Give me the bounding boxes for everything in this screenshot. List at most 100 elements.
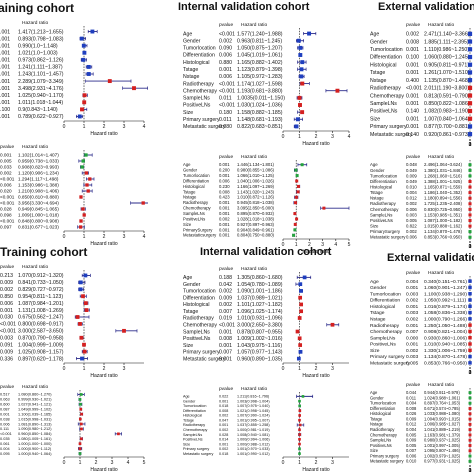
hazard-ratio-label: 1.025(0.908~1.157) bbox=[18, 349, 64, 355]
x-tick-label: 1 bbox=[295, 242, 298, 248]
variable-label: Tstage bbox=[183, 67, 198, 73]
hazard-ratio-point bbox=[298, 418, 301, 422]
hazard-ratio-label: 0.904(0.849~0.961) bbox=[237, 227, 275, 232]
hazard-ratio-point bbox=[468, 235, 472, 239]
variable-label: Differentiation bbox=[183, 178, 210, 183]
hazard-ratio-point bbox=[294, 201, 298, 205]
hazard-ratio-label: 1.153(0.986~1.388) bbox=[18, 183, 59, 188]
hazard-ratio-label: 3.956(3.330~4.694) bbox=[18, 201, 59, 206]
hazard-ratio-point bbox=[468, 361, 472, 365]
x-tick-label: 2 bbox=[315, 460, 318, 466]
variable-label: Tumorlocation bbox=[183, 404, 206, 408]
pvalue-label: 0.002 bbox=[406, 229, 417, 234]
pvalue-label: .001 bbox=[0, 65, 10, 71]
x-tick-label: 2 bbox=[315, 366, 318, 372]
hazard-ratio-label: 0.897(0.620~1.178) bbox=[18, 356, 64, 362]
pvalue-label: 0.008 bbox=[219, 409, 228, 413]
pvalue-label: 0.022 bbox=[219, 395, 228, 399]
x-tick-label: 4 bbox=[143, 124, 146, 130]
pvalue-label: 0.001 bbox=[406, 116, 419, 122]
hazard-ratio-label: 1.006(0.985~1.027) bbox=[424, 422, 461, 427]
pvalue-label: <0.001 bbox=[0, 219, 15, 224]
variable-label: Gender bbox=[183, 38, 201, 44]
hazard-ratio-point bbox=[79, 36, 84, 41]
variable-label: Nstage bbox=[370, 316, 386, 322]
hazard-ratio-point bbox=[83, 301, 88, 306]
hazard-ratio-label: 0.841(0.733~1.050) bbox=[18, 280, 64, 286]
pvalue-label: 0.026 bbox=[406, 411, 417, 416]
x-tick-label: 0 bbox=[63, 234, 66, 240]
hazard-ratio-label: 1.037(0.989~1.021) bbox=[237, 295, 283, 301]
hazard-ratio-point bbox=[468, 396, 472, 400]
pvalue-label: 0.001 bbox=[406, 101, 419, 107]
variable-label: PositiveLNs bbox=[370, 443, 392, 448]
pvalue-label: 0.006 bbox=[406, 207, 417, 212]
hazard-ratio-label: 2.471(1.140~3.366) bbox=[424, 32, 470, 38]
hazard-ratio-point bbox=[298, 423, 302, 427]
forest-plot-bottom-right: pvalue Hazard ratio Age 0.044 0.944(0.911~0.… bbox=[370, 382, 472, 474]
variable-label: PositiveLNs bbox=[183, 438, 203, 442]
variable-label: PositiveLNs bbox=[370, 109, 398, 115]
pvalue-label: 0.100 bbox=[406, 55, 419, 61]
hazard-ratio-label: 1.057(0.977~1.143) bbox=[237, 350, 283, 356]
hazard-ratio-point bbox=[107, 79, 112, 84]
pvalue-label: 0.009 bbox=[406, 173, 417, 178]
hazard-ratio-point bbox=[78, 442, 82, 446]
pvalue-label: 0.140 bbox=[406, 109, 419, 115]
x-tick-label: 1 bbox=[83, 366, 86, 372]
pvalue-label: 0.004 bbox=[406, 401, 417, 406]
hazard-ratio-point bbox=[467, 132, 473, 137]
x-tick-label: 1 bbox=[83, 124, 86, 130]
hazard-ratio-point bbox=[468, 310, 472, 315]
pvalue-label: 0.001 bbox=[219, 67, 232, 73]
hazard-ratio-point bbox=[80, 412, 83, 416]
hazard-ratio-point bbox=[294, 124, 299, 129]
pvalue-label: 0.188 bbox=[219, 275, 232, 281]
x-tick-label: 1 bbox=[298, 460, 301, 466]
hazard-ratio-label: 0.977(0.931~1.025) bbox=[424, 459, 461, 464]
pvalue-label: 0.003 bbox=[406, 310, 419, 316]
hazard-ratio-point bbox=[293, 212, 297, 216]
forest-plot-low-right: pvalue Hazard ratio Age 0.004 0.340(0.151~0.… bbox=[370, 270, 472, 376]
hazard-ratio-point bbox=[78, 287, 83, 292]
hazard-ratio-point bbox=[78, 322, 82, 326]
pvalue-label: 0.009 bbox=[219, 295, 232, 301]
pvalue-label: 0.002 bbox=[406, 348, 419, 354]
pvalue-label: 0.002 bbox=[219, 38, 232, 44]
variable-label: Age bbox=[183, 395, 190, 399]
variable-label: Age bbox=[370, 279, 379, 285]
variable-label: Metastatic surgery bbox=[183, 356, 226, 362]
hazard-ratio-label: 1.007(0.975~1.040) bbox=[237, 404, 270, 408]
hazard-ratio-point bbox=[82, 213, 86, 217]
pvalue-label: 0.600 bbox=[0, 403, 10, 407]
hazard-ratio-point bbox=[335, 88, 340, 93]
pvalue-label: 0.006 bbox=[0, 183, 12, 188]
pvalue-label: 0.006 bbox=[406, 235, 417, 240]
hazard-ratio-label: 0.804(0.750~0.880) bbox=[237, 233, 275, 238]
pvalue-label: 0.009 bbox=[0, 349, 13, 355]
pvalue-label: 0.011 bbox=[406, 395, 417, 400]
hazard-ratio-label: 1.180(0.894~1.556) bbox=[424, 196, 462, 201]
pvalue-label: 0.001 bbox=[219, 329, 232, 335]
hazard-ratio-point bbox=[299, 74, 304, 79]
hazard-ratio-point bbox=[468, 291, 472, 296]
hazard-ratio-label: 1.131(1.008~1.269) bbox=[18, 308, 64, 314]
x-axis-label: Hazard ratio bbox=[90, 373, 117, 379]
x-tick-label: 0 bbox=[282, 460, 285, 466]
pvalue-header: pvalue bbox=[406, 154, 420, 160]
variable-label: Histological bbox=[370, 304, 395, 310]
hazard-ratio-label: 0.960(0.890~1.035) bbox=[237, 356, 283, 362]
variable-label: Size bbox=[183, 222, 192, 227]
variable-label: Size bbox=[183, 442, 190, 446]
pvalue-label: 0.038 bbox=[0, 417, 10, 421]
hazard-ratio-header: Hazard ratio bbox=[241, 154, 267, 160]
x-tick-label: 3 bbox=[469, 244, 472, 250]
hazard-ratio-label: 1.016(0.879~1.174) bbox=[424, 304, 467, 310]
hazard-ratio-label: 1.134(0.870~1.478) bbox=[424, 229, 462, 234]
pvalue-header: pvalue bbox=[406, 270, 420, 276]
hazard-ratio-point bbox=[468, 329, 472, 334]
x-axis-label: Hazard ratio bbox=[302, 373, 329, 379]
hazard-ratio-point bbox=[468, 317, 472, 321]
pvalue-label: 0.033 bbox=[0, 165, 12, 170]
hazard-ratio-label: 0.945(0.818~1.038) bbox=[237, 200, 275, 205]
